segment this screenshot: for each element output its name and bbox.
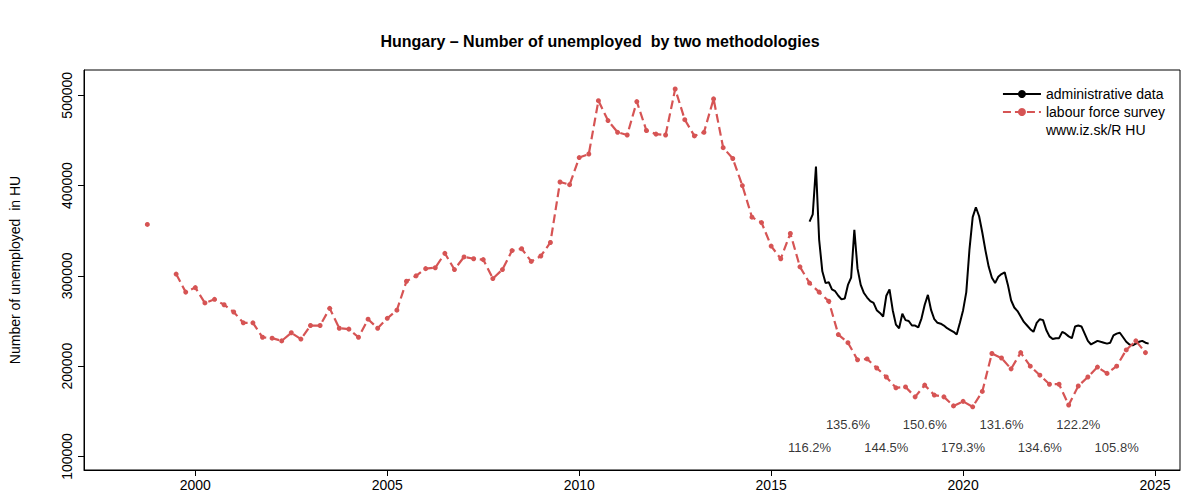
svg-text:134.6%: 134.6% — [1018, 440, 1063, 455]
svg-text:500000: 500000 — [59, 72, 75, 119]
svg-text:2000: 2000 — [180, 477, 211, 493]
svg-text:Hungary – Number of unemployed: Hungary – Number of unemployed by two me… — [380, 33, 819, 50]
svg-text:2005: 2005 — [372, 477, 403, 493]
svg-text:116.2%: 116.2% — [788, 440, 832, 455]
svg-text:150.6%: 150.6% — [903, 417, 948, 432]
svg-text:labour force survey: labour force survey — [1046, 104, 1165, 120]
svg-text:Number of unemployed in HU: Number of unemployed in HU — [7, 176, 23, 364]
svg-text:2025: 2025 — [1139, 477, 1170, 493]
svg-text:122.2%: 122.2% — [1056, 417, 1101, 432]
svg-text:2020: 2020 — [948, 477, 979, 493]
svg-text:200000: 200000 — [59, 343, 75, 390]
svg-text:131.6%: 131.6% — [979, 417, 1024, 432]
svg-text:2010: 2010 — [564, 477, 595, 493]
svg-text:300000: 300000 — [59, 252, 75, 299]
svg-text:400000: 400000 — [59, 162, 75, 209]
svg-text:144.5%: 144.5% — [864, 440, 909, 455]
svg-text:2015: 2015 — [756, 477, 787, 493]
svg-text:179.3%: 179.3% — [941, 440, 986, 455]
svg-text:100000: 100000 — [59, 433, 75, 480]
svg-text:www.iz.sk/R HU: www.iz.sk/R HU — [1045, 122, 1146, 138]
svg-text:135.6%: 135.6% — [826, 417, 871, 432]
svg-text:administrative data: administrative data — [1046, 86, 1164, 102]
svg-text:105.8%: 105.8% — [1095, 440, 1140, 455]
